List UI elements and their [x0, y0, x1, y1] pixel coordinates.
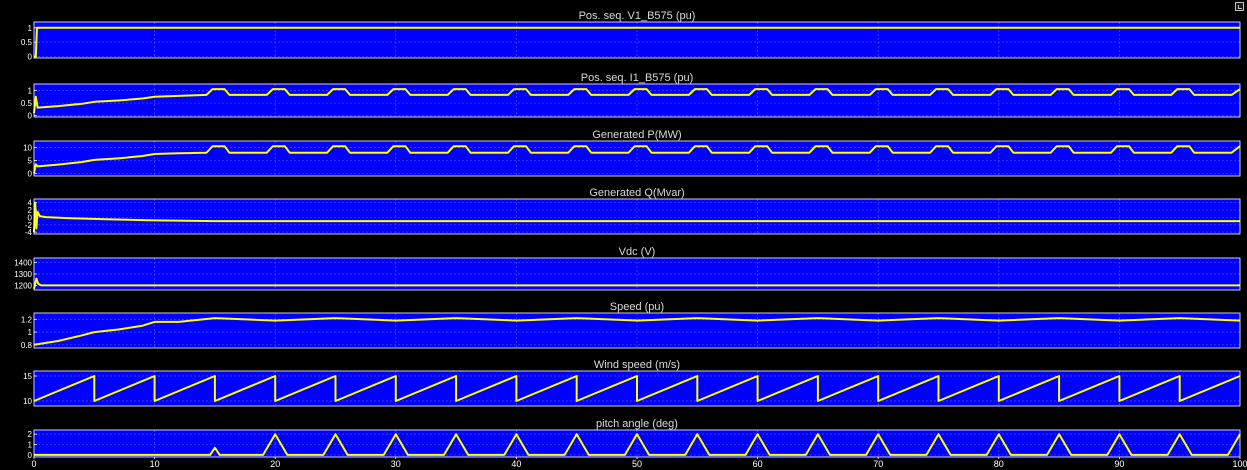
- y-tick-label: 0: [28, 112, 33, 121]
- series-line: [33, 317, 1241, 346]
- y-tick-label: 0: [28, 213, 33, 222]
- x-tick-label: 90: [1114, 459, 1124, 469]
- x-tick-label: 30: [391, 459, 401, 469]
- y-tick-label: 10: [23, 397, 32, 406]
- y-tick-label: 1: [28, 24, 33, 33]
- series-line: [33, 375, 1241, 402]
- axes-frame: [33, 83, 1241, 118]
- panel-title: Pos. seq. V1_B575 (pu): [579, 10, 696, 22]
- y-tick-label: 1.2: [21, 315, 33, 324]
- panel-title: pitch angle (deg): [596, 418, 678, 430]
- y-tick-label: 1200: [14, 281, 32, 290]
- x-tick-label: 50: [632, 459, 642, 469]
- x-tick-label: 40: [511, 459, 521, 469]
- series-line: [33, 145, 1241, 174]
- axes-frame: [33, 21, 1241, 59]
- y-tick-label: 15: [23, 372, 32, 381]
- y-tick-label: 1: [28, 328, 33, 337]
- scope-panel-3: Generated P(MW) 0 5 10: [23, 129, 1241, 178]
- x-tick-label: 80: [994, 459, 1004, 469]
- y-tick-label: 4: [28, 199, 33, 208]
- y-tick-label: 5: [28, 156, 33, 165]
- axes-frame: [33, 257, 1241, 291]
- x-tick-label: 70: [873, 459, 883, 469]
- scope-panel-6: Speed (pu) 0.8 1 1.2: [21, 301, 1241, 350]
- axes-frame: [33, 198, 1241, 235]
- axes-frame: [33, 312, 1241, 349]
- panel-title: Generated Q(Mvar): [589, 187, 684, 199]
- y-tick-label: 1: [28, 86, 33, 95]
- series-line: [34, 26, 1240, 58]
- x-tick-label: 100: [1232, 459, 1247, 469]
- axes-frame: [33, 140, 1241, 177]
- y-tick-label: 1: [28, 441, 33, 450]
- undock-icon[interactable]: [1235, 2, 1244, 11]
- y-tick-label: 10: [23, 143, 32, 152]
- y-tick-label: 1400: [14, 259, 32, 268]
- x-axis: 0 10 20 30 40 50 60 70 80 90 100: [31, 457, 1247, 469]
- y-tick-label: 0.5: [21, 38, 33, 47]
- y-tick-label: 2: [28, 430, 33, 439]
- y-tick-label: 1300: [14, 270, 32, 279]
- y-tick-label: 0: [28, 53, 33, 62]
- y-tick-label: -4: [25, 228, 33, 237]
- y-tick-label: 0.8: [21, 341, 33, 350]
- panel-title: Wind speed (m/s): [594, 359, 680, 371]
- x-tick-label: 60: [753, 459, 763, 469]
- scope-panel-7: Wind speed (m/s) 10 15: [23, 359, 1241, 407]
- y-tick-label: -2: [25, 221, 33, 230]
- scope-panel-5: Vdc (V) 1200 1300 1400: [14, 246, 1241, 291]
- axes-frame: [33, 370, 1241, 407]
- series-line: [33, 88, 1241, 114]
- scope-panel-8: pitch angle (deg) 01 2: [28, 418, 1241, 460]
- x-tick-label: 20: [270, 459, 280, 469]
- series-line: [33, 201, 1240, 233]
- scope-panel-2: Pos. seq. I1_B575 (pu) 0 0.5 1: [21, 72, 1241, 121]
- x-tick-label: 0: [31, 459, 36, 469]
- x-tick-label: 10: [150, 459, 160, 469]
- panel-title: Pos. seq. I1_B575 (pu): [581, 72, 694, 84]
- series-line: [33, 277, 1240, 290]
- panel-title: Speed (pu): [610, 301, 664, 313]
- y-tick-label: 0: [28, 451, 33, 460]
- panel-title: Vdc (V): [619, 246, 656, 258]
- y-tick-label: 2: [28, 206, 33, 215]
- scope-panel-1: Pos. seq. V1_B575 (pu) 0 0.5 1: [21, 10, 1241, 62]
- series-line: [34, 433, 1241, 456]
- y-tick-label: 0.5: [21, 99, 33, 108]
- panel-title: Generated P(MW): [592, 129, 681, 141]
- y-tick-label: 0: [28, 169, 33, 178]
